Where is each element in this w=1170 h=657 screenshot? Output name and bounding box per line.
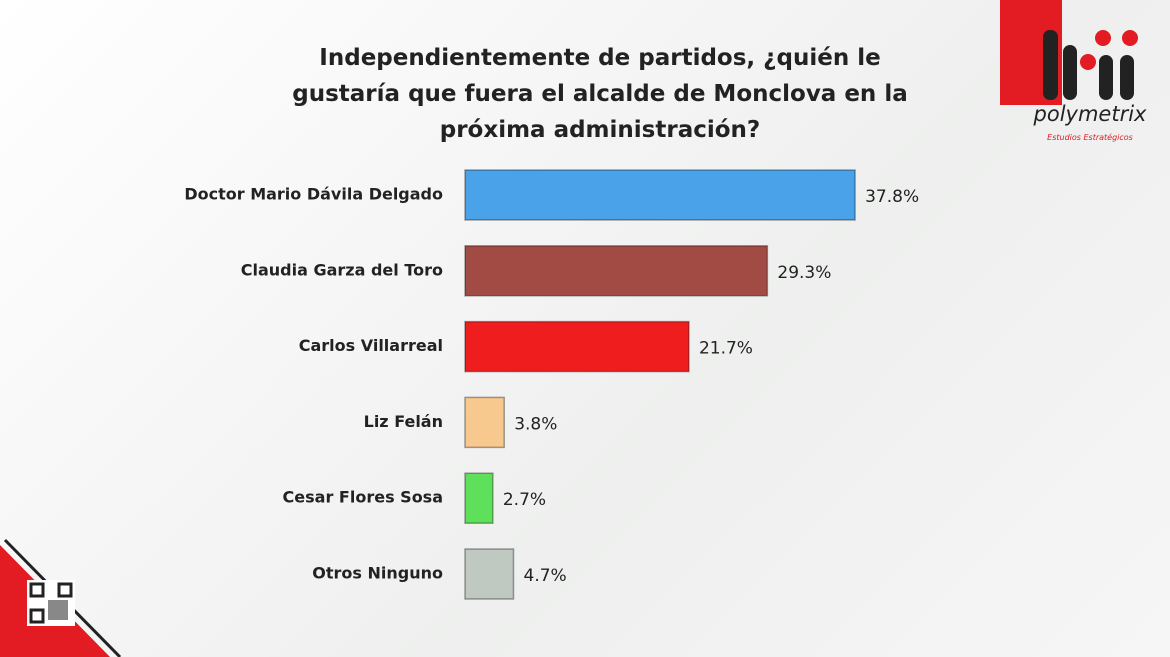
value-label: 29.3%	[777, 263, 831, 283]
qr-finder	[29, 582, 45, 598]
logo: polymetrix Estudios Estratégicos	[1000, 0, 1147, 142]
value-label: 3.8%	[514, 414, 557, 434]
logo-bar	[1120, 55, 1134, 100]
qr-finder	[57, 582, 73, 598]
logo-bar	[1063, 45, 1077, 100]
value-label: 37.8%	[865, 187, 919, 207]
category-label: Doctor Mario Dávila Delgado	[184, 185, 443, 204]
logo-dot	[1095, 30, 1111, 46]
logo-tagline: Estudios Estratégicos	[1047, 132, 1133, 142]
category-label: Liz Felán	[364, 412, 443, 431]
value-label: 4.7%	[524, 566, 567, 586]
chart-title: Independientemente de partidos, ¿quién l…	[292, 45, 908, 143]
logo-dot	[1080, 54, 1096, 70]
value-label: 21.7%	[699, 339, 753, 359]
category-label: Cesar Flores Sosa	[283, 488, 443, 507]
logo-name: polymetrix	[1033, 102, 1148, 126]
bar	[464, 169, 856, 221]
corner-decoration	[0, 538, 122, 657]
logo-bar	[1099, 55, 1113, 100]
bar	[464, 245, 769, 297]
bar	[464, 548, 515, 600]
bar	[464, 396, 505, 449]
bar	[464, 472, 494, 524]
qr-finder	[29, 608, 45, 624]
category-label: Otros Ninguno	[312, 564, 443, 583]
value-label: 2.7%	[503, 490, 546, 510]
category-label: Carlos Villarreal	[299, 336, 443, 355]
bar	[464, 320, 690, 373]
qr-pattern	[48, 600, 68, 620]
logo-bar	[1043, 30, 1058, 100]
category-label: Claudia Garza del Toro	[241, 260, 443, 279]
logo-dot	[1122, 30, 1138, 46]
